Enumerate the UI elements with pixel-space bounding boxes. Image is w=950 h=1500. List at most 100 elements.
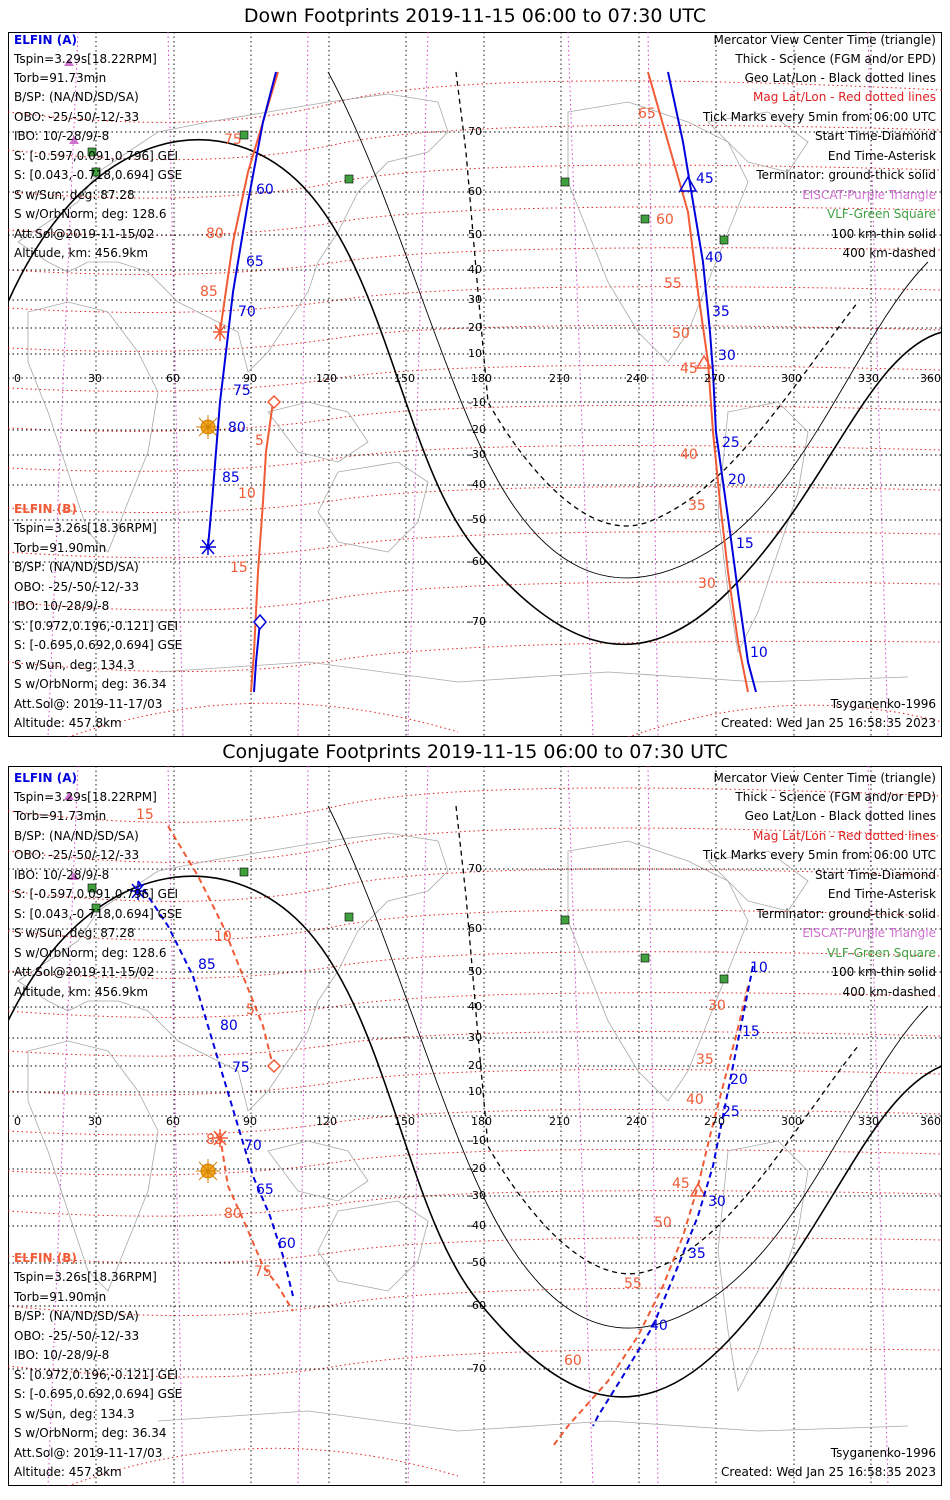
info-line: Torb=91.90min <box>13 1290 106 1304</box>
info-line: Tspin=3.26s[18.36RPM] <box>13 521 157 535</box>
vlf-square <box>91 167 101 177</box>
tick-label: 65 <box>246 254 264 270</box>
lat-label: -30 <box>468 448 486 461</box>
map-legend: Mercator View Center Time (triangle) Thi… <box>702 771 936 1479</box>
lat-axis-labels: 70 60 50 40 30 20 10 -10 -20 -30 -40 -50… <box>468 125 486 628</box>
lon-label: 270 <box>704 372 725 385</box>
info-line: OBO: -25/-50/-12/-33 <box>14 1329 139 1343</box>
tick-label: 40 <box>650 1318 668 1334</box>
vlf-square <box>344 174 354 184</box>
lat-label: -70 <box>468 1362 486 1375</box>
info-line: S: [0.043,-0.718,0.694] GSE <box>14 168 182 182</box>
info-line: Altitude, km: 456.9km <box>14 246 148 260</box>
legend-item: Start Time-Diamond <box>815 129 936 143</box>
legend-item: VLF-Green Square <box>827 946 936 960</box>
tick-label: 20 <box>730 1072 748 1088</box>
legend-item: Tick Marks every 5min from 06:00 UTC <box>702 848 936 862</box>
vlf-square <box>239 130 249 140</box>
info-line: IBO: 10/-28/9/-8 <box>14 599 109 613</box>
lon-label: 30 <box>88 372 102 385</box>
terminator-ground <box>8 139 942 646</box>
legend-item: 400 km-dashed <box>842 985 936 999</box>
legend-item: 100 km-thin solid <box>831 227 936 241</box>
tick-label: 60 <box>564 1353 582 1369</box>
lon-axis-labels: 0 30 60 90 120 150 180 210 240 270 300 3… <box>14 372 941 385</box>
tick-label: 45 <box>696 171 714 187</box>
legend-item: Mag Lat/Lon - Red dotted lines <box>753 829 936 843</box>
elfin-a-track <box>130 880 754 1427</box>
lon-label: 180 <box>471 372 492 385</box>
info-line: Tspin=3.26s[18.36RPM] <box>13 1270 157 1284</box>
vlf-square <box>560 915 570 925</box>
elfin-a-tick-labels: 85 80 75 70 65 60 10 15 20 25 30 35 40 <box>198 957 768 1334</box>
lon-label: 150 <box>394 372 415 385</box>
info-line: Att.Sol@: 2019-11-17/03 <box>14 1446 162 1460</box>
lat-label: 50 <box>468 965 482 978</box>
map-frame <box>8 766 942 1486</box>
info-line: IBO: 10/-28/9/-8 <box>14 129 109 143</box>
panel-title-down: Down Footprints 2019-11-15 06:00 to 07:3… <box>243 5 707 27</box>
lat-label: 30 <box>468 293 482 306</box>
info-line: B/SP: (NA/ND/SD/SA) <box>14 829 139 843</box>
info-line: S: [-0.695,0.692,0.694] GSE <box>14 1387 182 1401</box>
tick-label: 40 <box>680 447 698 463</box>
legend-item: Start Time-Diamond <box>815 868 936 882</box>
elfin-a-center-triangle <box>678 175 698 192</box>
tick-label: 35 <box>688 1246 706 1262</box>
legend-item: Thick - Science (FGM and/or EPD) <box>734 790 936 804</box>
elfin-b-center-triangle <box>695 354 713 369</box>
tick-label: 70 <box>244 1138 262 1154</box>
info-line: Torb=91.73min <box>13 809 106 823</box>
map-conjugate-footprints: 85 80 75 70 65 60 10 15 20 25 30 35 40 1… <box>8 766 942 1486</box>
lat-label: 70 <box>468 862 482 875</box>
info-line: S w/OrbNorm, deg: 36.34 <box>14 677 166 691</box>
tick-label: 10 <box>238 486 256 502</box>
info-line: S w/Sun, deg: 87.28 <box>14 926 135 940</box>
elfin-b-info: ELFIN (B) Tspin=3.26s[18.36RPM] Torb=91.… <box>13 1251 182 1479</box>
lat-label: -40 <box>468 1219 486 1232</box>
legend-item: VLF-Green Square <box>827 207 936 221</box>
lon-label: 300 <box>781 372 802 385</box>
info-line: OBO: -25/-50/-12/-33 <box>14 848 139 862</box>
tick-label: 25 <box>722 1104 740 1120</box>
info-line: S w/Sun, deg: 134.3 <box>14 1407 135 1421</box>
elfin-a-info: ELFIN (A) Tspin=3.29s[18.22RPM] Torb=91.… <box>13 771 182 999</box>
tick-label: 5 <box>246 1002 255 1018</box>
info-line: S: [-0.597,0.091,0.796] GEI <box>14 887 178 901</box>
lon-label: 210 <box>549 1115 570 1128</box>
map-legend: Mercator View Center Time (triangle) Thi… <box>702 33 936 730</box>
eiscat-sites <box>64 58 79 144</box>
tick-label: 10 <box>750 960 768 976</box>
tick-label: 30 <box>708 998 726 1014</box>
lon-label: 150 <box>394 1115 415 1128</box>
elfin-b-end-asterisk <box>212 1129 228 1147</box>
lon-label: 30 <box>88 1115 102 1128</box>
legend-item: 400 km-dashed <box>842 246 936 260</box>
tick-label: 80 <box>220 1018 238 1034</box>
tick-label: 75 <box>254 1264 272 1280</box>
lat-label: -50 <box>468 1256 486 1269</box>
geo-grid <box>8 766 942 1486</box>
tick-label: 30 <box>708 1194 726 1210</box>
tick-label: 15 <box>230 560 248 576</box>
lon-label: 360 <box>920 1115 941 1128</box>
tick-label: 65 <box>256 1182 274 1198</box>
tick-label: 55 <box>624 1276 642 1292</box>
tick-label: 60 <box>278 1236 296 1252</box>
lat-label: 60 <box>468 185 482 198</box>
lon-label: 180 <box>471 1115 492 1128</box>
info-line: B/SP: (NA/ND/SD/SA) <box>14 90 139 104</box>
legend-item: Thick - Science (FGM and/or EPD) <box>734 52 936 66</box>
legend-item: End Time-Asterisk <box>828 887 936 901</box>
legend-item: Mag Lat/Lon - Red dotted lines <box>753 90 936 104</box>
sun-icon <box>196 415 220 439</box>
eiscat-triangle <box>64 58 74 66</box>
info-line: S: [-0.695,0.692,0.694] GSE <box>14 638 182 652</box>
vlf-stations <box>87 130 729 245</box>
info-line: Altitude: 457.8km <box>14 1465 122 1479</box>
coastlines <box>17 93 909 683</box>
lat-label: 40 <box>468 263 482 276</box>
lat-label: -60 <box>468 555 486 568</box>
eiscat-triangle <box>69 872 79 880</box>
elfin-b-info: ELFIN (B) Tspin=3.26s[18.36RPM] Torb=91.… <box>13 502 182 730</box>
